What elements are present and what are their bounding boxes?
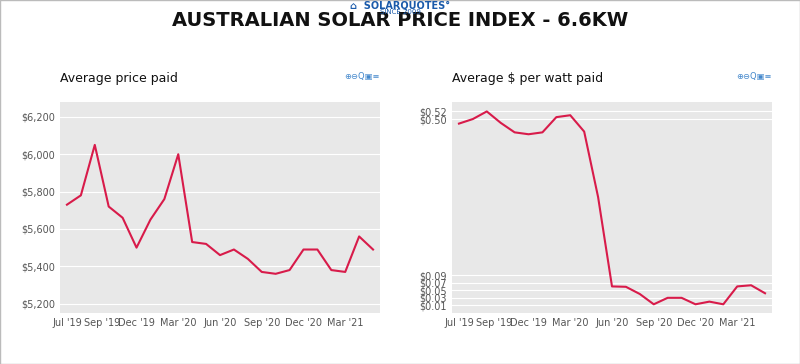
Text: ⌂  SOLARQUOTES°: ⌂ SOLARQUOTES° xyxy=(350,0,450,10)
Text: ⊕⊖Q▣≡: ⊕⊖Q▣≡ xyxy=(737,72,772,81)
Text: Average $ per watt paid: Average $ per watt paid xyxy=(452,72,603,86)
Text: AUSTRALIAN SOLAR PRICE INDEX - 6.6KW: AUSTRALIAN SOLAR PRICE INDEX - 6.6KW xyxy=(172,11,628,30)
Text: SINCE 2009: SINCE 2009 xyxy=(379,9,421,15)
Text: ⊕⊖Q▣≡: ⊕⊖Q▣≡ xyxy=(345,72,380,81)
Text: Average price paid: Average price paid xyxy=(60,72,178,86)
